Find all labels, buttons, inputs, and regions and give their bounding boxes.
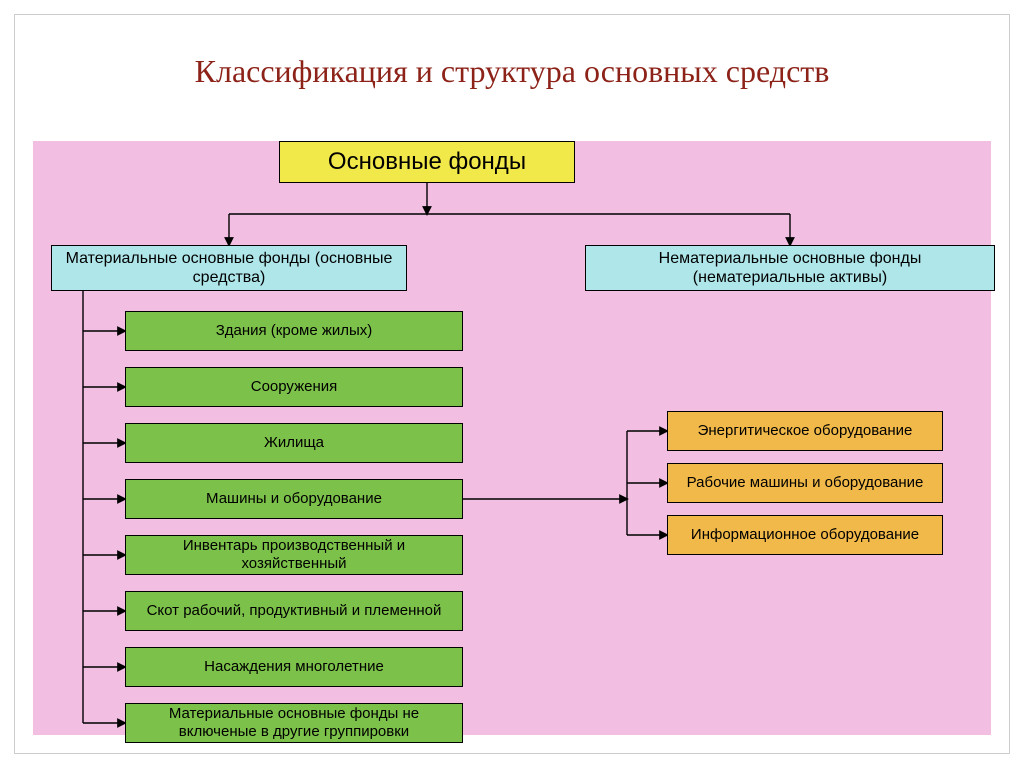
leaf-label: Инвентарь производственный и хозяйственн… (132, 537, 456, 573)
leaf-label: Материальные основные фонды не включеные… (132, 705, 456, 741)
leaf-node: Скот рабочий, продуктивный и племенной (125, 591, 463, 631)
leaf-node: Сооружения (125, 367, 463, 407)
leaf-node: Здания (кроме жилых) (125, 311, 463, 351)
root-label: Основные фонды (328, 148, 526, 177)
leaf-node: Материальные основные фонды не включеные… (125, 703, 463, 743)
sub-label: Рабочие машины и оборудование (687, 474, 924, 492)
leaf-label: Сооружения (251, 378, 338, 396)
mid-left-label: Материальные основные фонды (основные ср… (58, 249, 400, 287)
root-node: Основные фонды (279, 141, 575, 183)
slide-frame: Классификация и структура основных средс… (14, 14, 1010, 754)
leaf-label: Скот рабочий, продуктивный и племенной (147, 602, 442, 620)
sub-node: Рабочие машины и оборудование (667, 463, 943, 503)
sub-node: Энергитическое оборудование (667, 411, 943, 451)
sub-label: Энергитическое оборудование (698, 422, 913, 440)
leaf-node: Машины и оборудование (125, 479, 463, 519)
leaf-label: Насаждения многолетние (204, 658, 384, 676)
diagram-area: Основные фонды Материальные основные фон… (33, 141, 991, 735)
leaf-label: Жилища (264, 434, 324, 452)
leaf-label: Здания (кроме жилых) (216, 322, 373, 340)
sub-label: Информационное оборудование (691, 526, 919, 544)
sub-node: Информационное оборудование (667, 515, 943, 555)
mid-node-immaterial: Нематериальные основные фонды (нематериа… (585, 245, 995, 291)
mid-right-label: Нематериальные основные фонды (нематериа… (592, 249, 988, 287)
leaf-node: Жилища (125, 423, 463, 463)
leaf-node: Насаждения многолетние (125, 647, 463, 687)
leaf-node: Инвентарь производственный и хозяйственн… (125, 535, 463, 575)
mid-node-material: Материальные основные фонды (основные ср… (51, 245, 407, 291)
page-title-text: Классификация и структура основных средс… (195, 53, 830, 89)
page-title: Классификация и структура основных средс… (15, 15, 1009, 105)
leaf-label: Машины и оборудование (206, 490, 382, 508)
